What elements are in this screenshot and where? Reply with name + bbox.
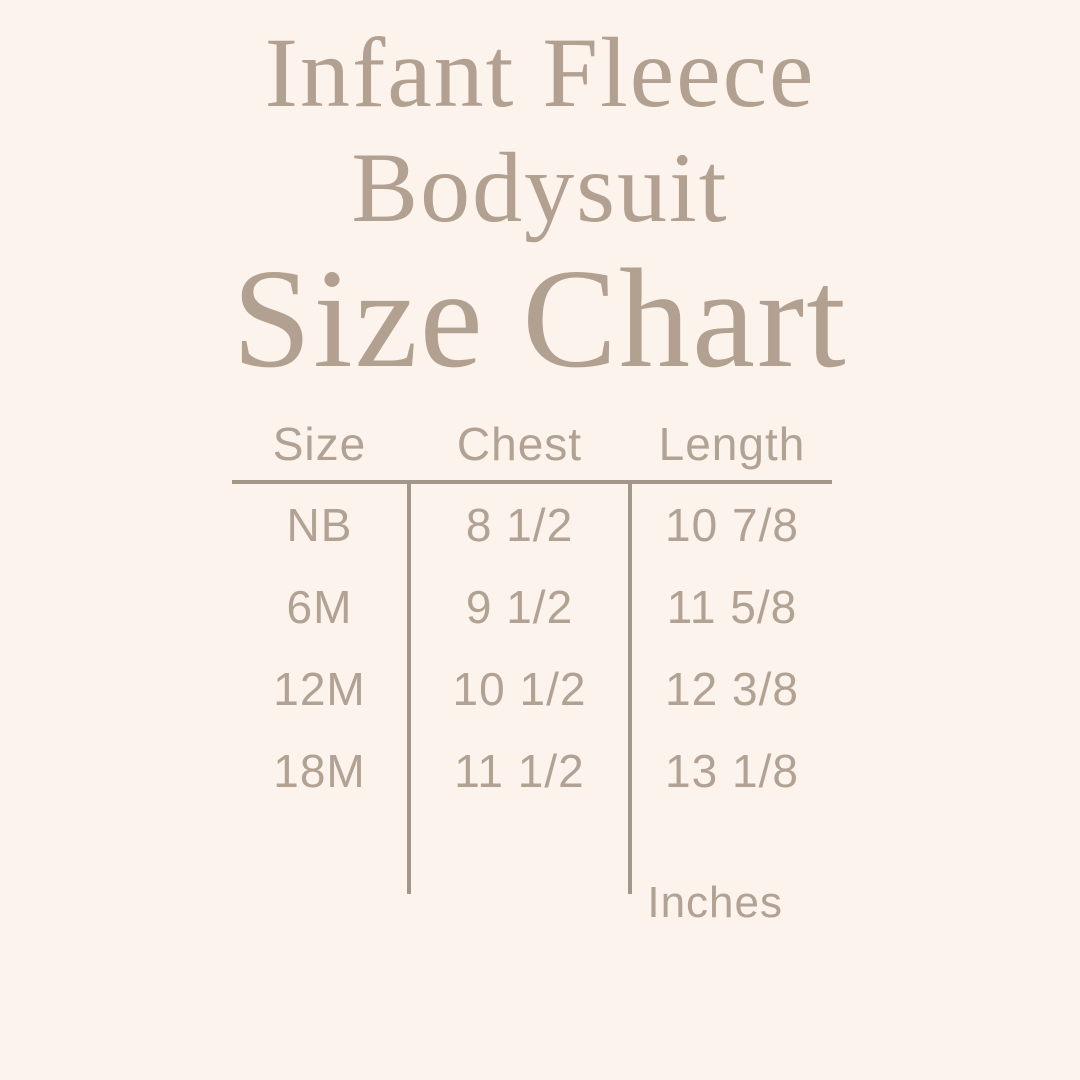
column-divider-extension: [232, 812, 832, 894]
table-row: 6M 9 1/2 11 5/8: [232, 566, 832, 648]
size-chart-heading: Size Chart: [232, 239, 848, 397]
table-row: 12M 10 1/2 12 3/8: [232, 648, 832, 730]
size-cell: 6M: [286, 581, 353, 633]
spacer: [407, 812, 632, 894]
column-header-size: Size: [272, 418, 367, 470]
length-cell: 13 1/8: [665, 745, 799, 797]
size-cell: 12M: [273, 663, 366, 715]
table-header-row: Size Chest Length: [232, 408, 832, 484]
table-row: NB 8 1/2 10 7/8: [232, 484, 832, 566]
length-cell: 11 5/8: [666, 581, 798, 633]
column-header-chest: Chest: [456, 418, 583, 470]
chest-cell: 9 1/2: [407, 566, 632, 648]
table-row: 18M 11 1/2 13 1/8: [232, 730, 832, 812]
units-label: Inches: [647, 878, 783, 927]
chest-cell: 11 1/2: [407, 730, 632, 812]
chest-cell: 10 1/2: [407, 648, 632, 730]
product-title-line2: Bodysuit: [351, 132, 729, 243]
length-cell: 10 7/8: [665, 499, 799, 551]
chest-cell: 8 1/2: [407, 484, 632, 566]
column-header-length: Length: [658, 418, 806, 470]
length-cell: 12 3/8: [665, 663, 799, 715]
size-cell: 18M: [273, 745, 366, 797]
size-table: Size Chest Length NB 8 1/2 10 7/8 6M 9 1…: [232, 408, 832, 894]
size-cell: NB: [286, 499, 353, 551]
product-title-line1: Infant Fleece: [264, 17, 816, 128]
